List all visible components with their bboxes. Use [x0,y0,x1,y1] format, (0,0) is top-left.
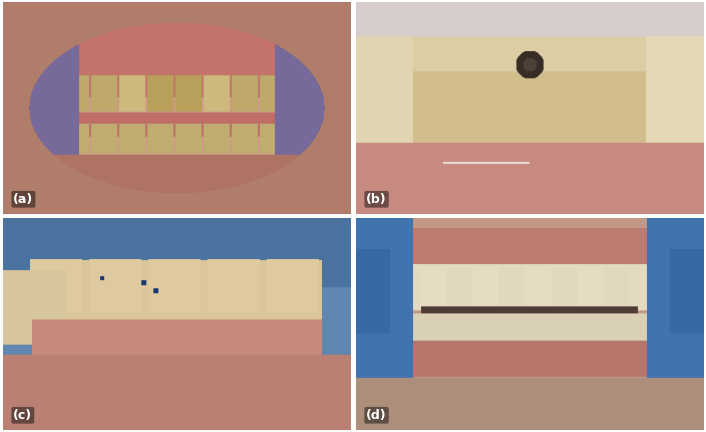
Text: (a): (a) [13,193,33,206]
Text: (d): (d) [366,409,387,422]
Text: (c): (c) [13,409,32,422]
Text: (b): (b) [366,193,387,206]
